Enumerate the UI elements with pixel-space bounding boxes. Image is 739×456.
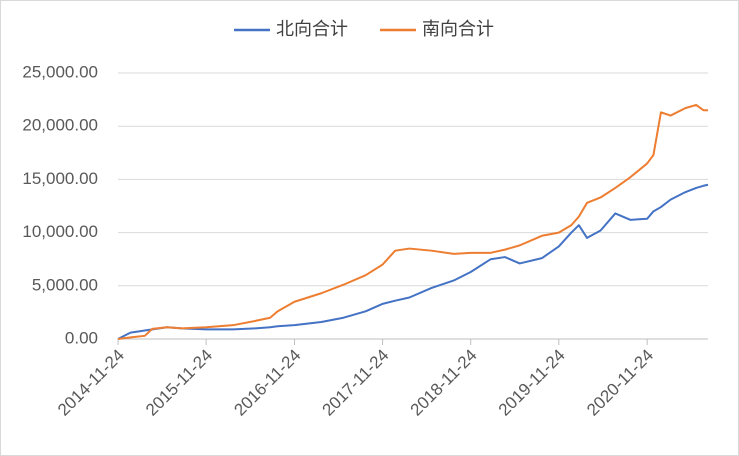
y-tick-label: 10,000.00 xyxy=(22,222,98,241)
y-tick-label: 5,000.00 xyxy=(32,275,98,294)
y-tick-label: 20,000.00 xyxy=(22,116,98,135)
legend-label: 北向合计 xyxy=(276,19,348,39)
series-line xyxy=(117,183,709,340)
series-line xyxy=(117,103,708,340)
legend: 北向合计 南向合计 xyxy=(234,19,494,39)
y-tick-label: 0.00 xyxy=(65,328,98,347)
y-tick-label: 15,000.00 xyxy=(22,169,98,188)
y-tick-label: 25,000.00 xyxy=(22,62,98,81)
legend-label: 南向合计 xyxy=(422,19,494,39)
